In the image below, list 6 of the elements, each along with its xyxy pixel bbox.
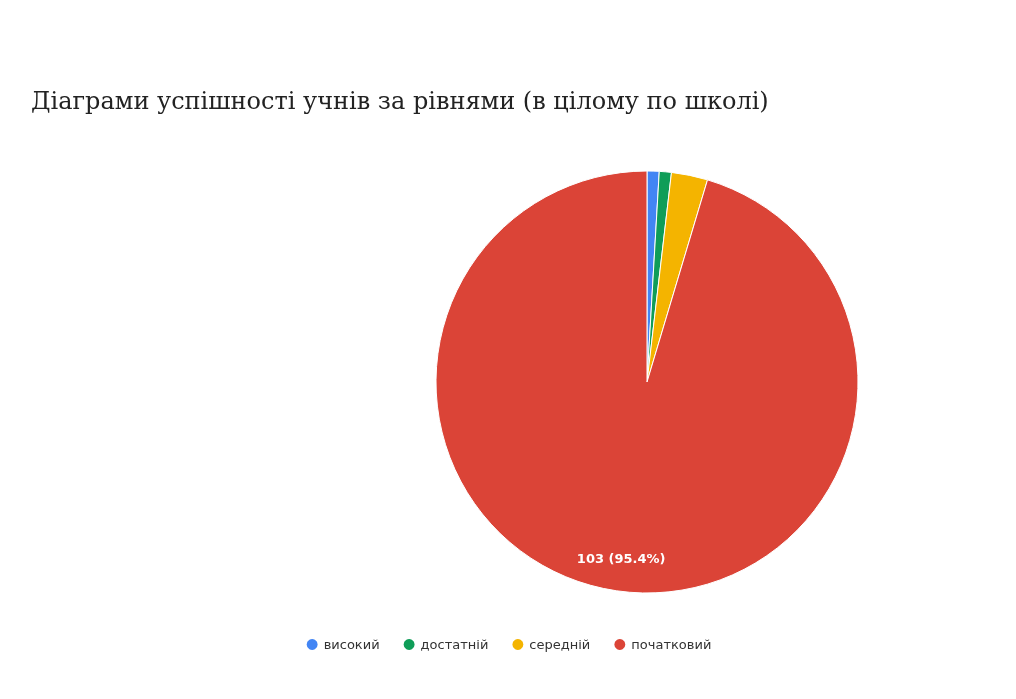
legend-label: середній <box>529 637 591 652</box>
legend-label: початковий <box>631 637 712 652</box>
legend-label: високий <box>323 637 380 652</box>
legend-label: достатній <box>420 637 489 652</box>
data-label: 103 (95.4%) <box>576 550 666 566</box>
chart-title: Діаграми успішності учнів за рівнями (в цілому по школі) <box>31 87 769 115</box>
